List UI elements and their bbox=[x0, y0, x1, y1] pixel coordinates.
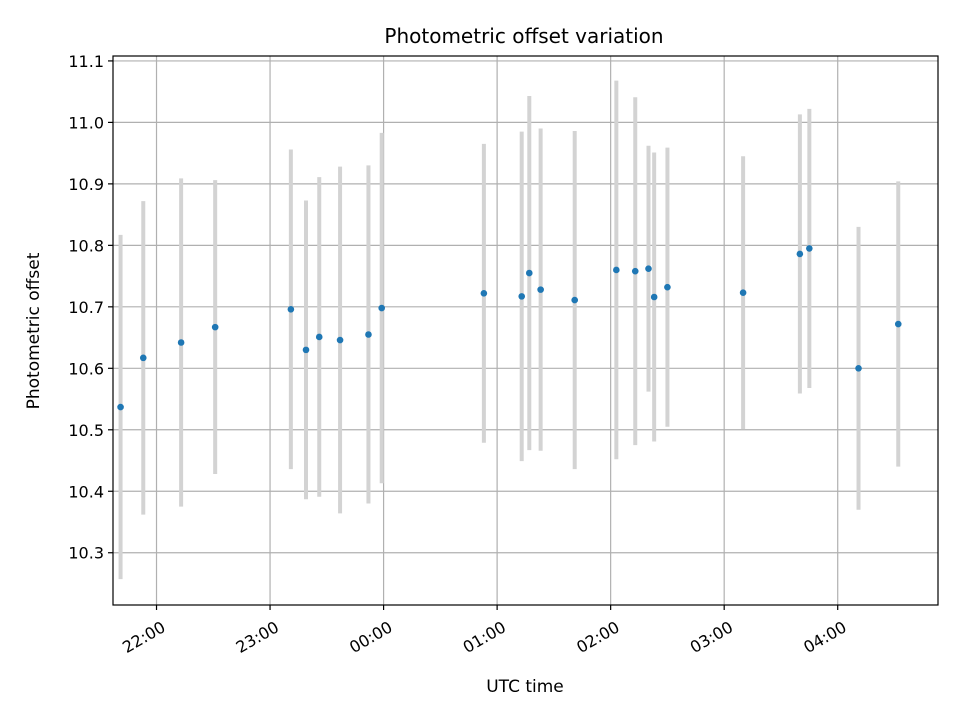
x-tick-label: 22:00 bbox=[119, 617, 168, 657]
data-point bbox=[177, 339, 185, 346]
data-point bbox=[365, 331, 372, 338]
data-point bbox=[336, 336, 344, 344]
data-point bbox=[315, 333, 323, 341]
data-point bbox=[571, 296, 578, 304]
error-bars bbox=[118, 80, 901, 580]
data-point bbox=[613, 266, 620, 274]
y-tick-label: 10.8 bbox=[68, 236, 104, 255]
y-tick-label: 10.7 bbox=[68, 298, 104, 317]
data-point bbox=[855, 365, 862, 372]
data-point bbox=[287, 305, 295, 313]
y-axis: 10.3 10.4 10.5 10.6 10.7 10.8 10.9 11.0 11.1 bbox=[68, 52, 113, 563]
data-point bbox=[537, 286, 544, 293]
data-point bbox=[664, 283, 671, 291]
x-tick-label: 01:00 bbox=[460, 617, 509, 657]
data-point bbox=[139, 354, 147, 362]
y-tick-label: 11.0 bbox=[68, 113, 104, 132]
data-point bbox=[631, 267, 639, 275]
data-point bbox=[650, 293, 658, 301]
x-tick-label: 04:00 bbox=[800, 617, 849, 657]
y-axis-label: Photometric offset bbox=[24, 252, 44, 409]
chart-title: Photometric offset variation bbox=[384, 24, 663, 48]
y-tick-label: 10.3 bbox=[68, 544, 104, 563]
y-tick-label: 10.6 bbox=[68, 359, 104, 378]
x-axis-label: UTC time bbox=[486, 677, 564, 697]
x-tick-label: 02:00 bbox=[573, 617, 622, 657]
y-tick-label: 10.4 bbox=[68, 482, 104, 501]
data-point bbox=[894, 320, 902, 328]
x-tick-label: 00:00 bbox=[346, 617, 395, 657]
plot-frame bbox=[112, 55, 939, 606]
data-point bbox=[739, 289, 747, 296]
x-tick-label: 23:00 bbox=[233, 617, 282, 657]
x-tick-label: 03:00 bbox=[687, 617, 736, 657]
data-point bbox=[518, 293, 526, 300]
y-tick-label: 11.1 bbox=[68, 52, 104, 71]
data-points bbox=[117, 245, 902, 411]
y-tick-label: 10.9 bbox=[68, 175, 104, 194]
data-point bbox=[480, 290, 488, 297]
data-point bbox=[806, 245, 813, 252]
x-axis: 22:00 23:00 00:00 01:00 02:00 03:00 04:00 bbox=[119, 605, 850, 657]
data-point bbox=[302, 346, 310, 354]
data-point bbox=[645, 265, 652, 273]
data-point bbox=[211, 323, 219, 331]
data-point bbox=[525, 269, 533, 277]
data-point bbox=[378, 304, 385, 312]
grid bbox=[113, 56, 938, 605]
y-tick-label: 10.5 bbox=[68, 421, 104, 440]
data-point bbox=[117, 403, 124, 411]
data-point bbox=[796, 250, 804, 258]
